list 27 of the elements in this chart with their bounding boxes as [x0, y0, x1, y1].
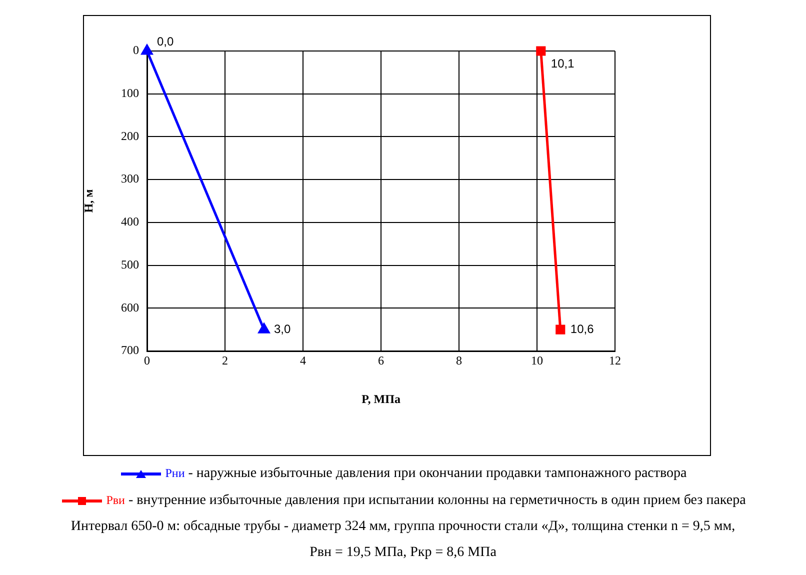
y-tick-label: 400: [121, 214, 139, 229]
annotation: 10,1: [550, 56, 575, 70]
y-tick-label: 300: [121, 172, 139, 186]
y-tick-label: 500: [121, 257, 139, 272]
y-axis-title: H, м: [81, 189, 96, 213]
text: - наружные избыточные давления при окончании продавки тампонажного раствора: [188, 466, 687, 481]
annotation: 0,0: [157, 34, 174, 48]
y-tick-label: 600: [121, 300, 139, 314]
x-tick-label: 4: [300, 353, 306, 368]
annotation: 10,6: [570, 322, 594, 336]
text: - внутренние избыточные давления при испытании колонны на герметичность в один прием без пакера: [128, 493, 746, 508]
x-tick-label: 0: [144, 353, 150, 368]
x-axis-title: P, МПа: [362, 392, 400, 406]
y-tick-label: 0: [133, 43, 139, 58]
y-tick-label: 100: [121, 86, 139, 100]
x-tick-label: 12: [609, 353, 621, 368]
annotation: 3,0: [274, 322, 292, 336]
y-tick-label: 200: [121, 128, 139, 143]
legend-label: Рви: [106, 493, 125, 507]
x-tick-label: 6: [378, 353, 384, 368]
legend-label: Рни: [165, 466, 185, 480]
text: Рвн = 19,5 МПа, Ркр = 8,6 МПа: [308, 544, 498, 562]
y-tick-label: 700: [121, 343, 139, 358]
x-tick-label: 2: [222, 353, 228, 368]
x-tick-label: 8: [456, 353, 462, 368]
x-tick-label: 10: [531, 353, 543, 368]
text: Интервал 650-0 м: обсадные трубы - диаметр 324 мм, группа прочности стали «Д», толщина стенки n = 9,5 мм,: [70, 518, 736, 536]
